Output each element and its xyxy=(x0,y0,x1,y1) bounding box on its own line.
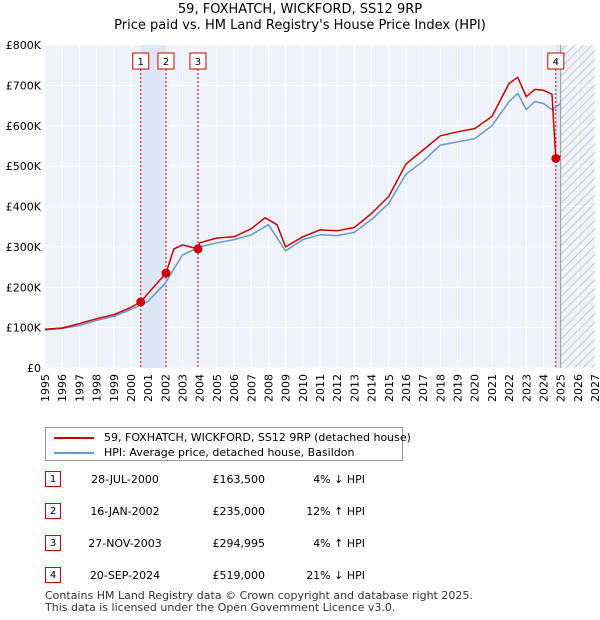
sale-number-box xyxy=(132,52,150,70)
sale-hpi-diff: 21% ↓ HPI xyxy=(306,569,365,582)
sale-hpi-diff: 4% ↑ HPI xyxy=(313,537,365,550)
legend-label-hpi: HPI: Average price, detached house, Basi… xyxy=(104,446,355,459)
x-tick-label: 2010 xyxy=(297,374,310,402)
y-tick-label: £700K xyxy=(6,79,42,92)
sale-number-badge: 3 xyxy=(45,535,61,551)
chart-title: 59, FOXHATCH, WICKFORD, SS12 9RP Price p… xyxy=(0,2,600,34)
y-tick-label: £200K xyxy=(6,281,42,294)
sale-period-shade xyxy=(555,45,561,368)
future-hatch xyxy=(560,45,595,368)
x-tick-label: 2017 xyxy=(417,374,430,402)
x-tick-label: 2025 xyxy=(555,374,568,402)
x-tick-label: 1995 xyxy=(39,374,52,402)
sale-row: 4 20-SEP-2024 £519,000 21% ↓ HPI xyxy=(45,566,405,586)
sale-point xyxy=(161,268,171,278)
y-tick-label: £500K xyxy=(6,160,42,173)
sale-price: £235,000 xyxy=(212,505,266,518)
x-tick-label: 1999 xyxy=(108,374,121,402)
x-tick-label: 2026 xyxy=(572,374,585,402)
sale-markers xyxy=(136,153,561,307)
x-tick-label: 2027 xyxy=(589,374,600,402)
sale-vertical-lines: 1 2 3 4 xyxy=(132,52,565,368)
sale-number-label: 2 xyxy=(163,57,169,68)
sale-price: £294,995 xyxy=(212,537,266,550)
sale-date: 27-NOV-2003 xyxy=(88,537,162,550)
x-tick-label: 2007 xyxy=(245,374,258,402)
x-tick-label: 2002 xyxy=(159,374,172,402)
sale-hpi-diff: 12% ↑ HPI xyxy=(306,505,365,518)
y-tick-label: £400K xyxy=(6,201,42,214)
x-tick-label: 2020 xyxy=(469,374,482,402)
legend: 59, FOXHATCH, WICKFORD, SS12 9RP (detach… xyxy=(45,427,411,461)
legend-swatch-property xyxy=(54,437,94,439)
sale-price: £163,500 xyxy=(212,473,266,486)
y-tick-label: £800K xyxy=(6,39,42,52)
x-tick-label: 2001 xyxy=(142,374,155,402)
x-tick-label: 2015 xyxy=(383,374,396,402)
x-tick-label: 2018 xyxy=(434,374,447,402)
sale-date: 20-SEP-2024 xyxy=(89,569,161,582)
x-tick-label: 2012 xyxy=(331,374,344,402)
x-tick-label: 2016 xyxy=(400,374,413,402)
sale-hpi-diff: 4% ↓ HPI xyxy=(313,473,365,486)
sale-number-badge: 2 xyxy=(45,503,61,519)
sale-number-box xyxy=(157,52,175,70)
x-tick-label: 2006 xyxy=(228,374,241,402)
x-tick-label: 2013 xyxy=(348,374,361,402)
x-tick-label: 2022 xyxy=(503,374,516,402)
y-tick-label: £0 xyxy=(27,362,41,375)
price-chart: 1 2 3 4 £0 £100K £200K £300K £400K £500K £600K £70… xyxy=(6,39,600,402)
sale-point xyxy=(193,244,203,254)
legend-swatch-hpi xyxy=(54,452,94,454)
footer-copyright: Contains HM Land Registry data © Crown c… xyxy=(45,589,473,602)
sale-number-badge: 1 xyxy=(45,471,61,487)
x-tick-label: 2011 xyxy=(314,374,327,402)
legend-label-property: 59, FOXHATCH, WICKFORD, SS12 9RP (detach… xyxy=(104,431,411,444)
x-tick-label: 2014 xyxy=(366,374,379,402)
sale-number-badge: 4 xyxy=(45,567,61,583)
sale-period-shading xyxy=(140,45,561,368)
x-tick-label: 1998 xyxy=(91,374,104,402)
x-tick-label: 2005 xyxy=(211,374,224,402)
x-tick-label: 2003 xyxy=(177,374,190,402)
x-tick-label: 2000 xyxy=(125,374,138,402)
x-tick-label: 1997 xyxy=(73,374,86,402)
x-tick-label: 2004 xyxy=(194,374,207,402)
x-tick-label: 2009 xyxy=(280,374,293,402)
y-tick-label: £600K xyxy=(6,120,42,133)
sale-number-label: 3 xyxy=(195,57,201,68)
x-tick-label: 2024 xyxy=(537,374,550,402)
y-tick-label: £300K xyxy=(6,241,42,254)
footer-licence: This data is licensed under the Open Gov… xyxy=(45,601,396,614)
title-line-1: 59, FOXHATCH, WICKFORD, SS12 9RP xyxy=(177,2,423,17)
sale-row: 2 16-JAN-2002 £235,000 12% ↑ HPI xyxy=(45,502,405,522)
x-tick-label: 2021 xyxy=(486,374,499,402)
x-tick-label: 2019 xyxy=(452,374,465,402)
title-line-2: Price paid vs. HM Land Registry's House … xyxy=(114,18,486,33)
axis-labels: £0 £100K £200K £300K £400K £500K £600K £700K £80… xyxy=(6,39,600,402)
sale-number-label: 4 xyxy=(553,57,559,68)
y-tick-label: £100K xyxy=(6,322,42,335)
future-hatch-area xyxy=(560,45,595,368)
sale-price: £519,000 xyxy=(212,569,266,582)
sale-row: 3 27-NOV-2003 £294,995 4% ↑ HPI xyxy=(45,534,405,554)
sale-number-box xyxy=(547,52,565,70)
sale-date: 16-JAN-2002 xyxy=(90,505,160,518)
sale-date: 28-JUL-2000 xyxy=(91,473,159,486)
sale-point xyxy=(136,297,146,307)
footer: Contains HM Land Registry data © Crown c… xyxy=(45,590,473,614)
sale-number-box xyxy=(189,52,207,70)
sale-row: 1 28-JUL-2000 £163,500 4% ↓ HPI xyxy=(45,470,405,490)
x-tick-label: 2008 xyxy=(262,374,275,402)
sale-point xyxy=(551,153,561,163)
sale-number-label: 1 xyxy=(138,57,144,68)
x-tick-label: 2023 xyxy=(520,374,533,402)
sale-period-shade xyxy=(140,45,166,368)
x-tick-label: 1996 xyxy=(56,374,69,402)
